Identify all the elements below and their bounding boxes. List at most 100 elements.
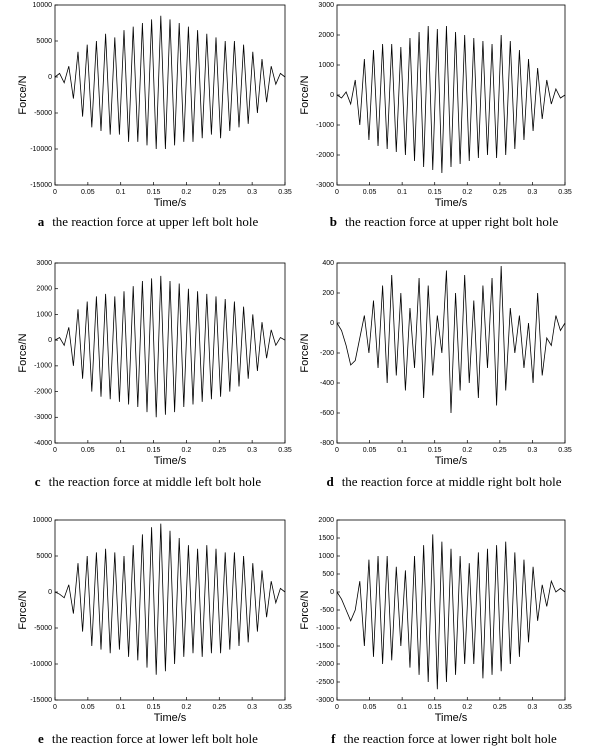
x-tick-label: 0: [335, 447, 339, 454]
x-tick-label: 0.05: [81, 189, 95, 196]
y-tick-label: -3000: [316, 182, 334, 189]
panel-caption: c the reaction force at middle left bolt …: [35, 474, 262, 489]
panel-label: f: [331, 731, 336, 746]
x-tick-label: 0.1: [116, 447, 126, 454]
y-tick-label: -5000: [34, 625, 52, 632]
x-tick-label: 0.25: [493, 189, 507, 196]
y-tick-label: 5000: [36, 553, 52, 560]
x-tick-label: 0.25: [212, 447, 226, 454]
x-tick-label: 0.3: [528, 704, 538, 711]
y-tick-label: 1000: [318, 62, 334, 69]
panel-caption: a the reaction force at upper left bolt h…: [38, 214, 259, 229]
y-axis-label: Force/N: [17, 590, 29, 629]
y-tick-label: -15000: [30, 697, 52, 704]
y-tick-label: -200: [320, 350, 334, 357]
x-tick-label: 0.3: [247, 704, 257, 711]
y-tick-label: 2000: [36, 286, 52, 293]
y-tick-label: -4000: [34, 440, 52, 447]
x-tick-label: 0.05: [363, 704, 377, 711]
x-tick-label: 0: [335, 704, 339, 711]
y-tick-label: 0: [330, 589, 334, 596]
x-tick-label: 0.25: [493, 447, 507, 454]
x-tick-label: 0.2: [462, 447, 472, 454]
y-tick-label: 0: [48, 337, 52, 344]
caption-text: the reaction force at upper right bolt h…: [345, 214, 559, 229]
y-axis-label: Force/N: [299, 75, 311, 114]
y-tick-label: 0: [330, 320, 334, 327]
panel-caption: d the reaction force at middle right bolt…: [326, 474, 561, 489]
x-tick-label: 0: [53, 447, 57, 454]
x-tick-label: 0.3: [247, 189, 257, 196]
signal-line: [54, 523, 286, 675]
x-tick-label: 0.15: [147, 704, 161, 711]
y-tick-label: -5000: [34, 110, 52, 117]
x-tick-label: 0.35: [278, 447, 292, 454]
y-tick-label: 3000: [36, 260, 52, 267]
y-tick-label: 0: [48, 589, 52, 596]
y-tick-label: 10000: [33, 517, 53, 524]
y-axis-label: Force/N: [17, 75, 29, 114]
caption-text: the reaction force at middle left bolt h…: [49, 474, 262, 489]
y-tick-label: 0: [48, 74, 52, 81]
plot-frame: [54, 519, 286, 701]
panel-label: b: [330, 214, 337, 229]
panel-label: c: [35, 474, 41, 489]
x-tick-label: 0: [53, 704, 57, 711]
y-tick-label: -1000: [34, 363, 52, 370]
x-tick-label: 0.35: [558, 447, 572, 454]
y-axis-label: Force/N: [17, 333, 29, 372]
x-tick-label: 0.1: [397, 447, 407, 454]
y-tick-label: 1000: [318, 553, 334, 560]
x-tick-label: 0.15: [428, 189, 442, 196]
y-tick-label: -10000: [30, 661, 52, 668]
y-tick-label: -600: [320, 410, 334, 417]
panel-label: a: [38, 214, 45, 229]
caption-text: the reaction force at lower left bolt ho…: [52, 731, 258, 746]
x-tick-label: 0.3: [528, 189, 538, 196]
x-tick-label: 0.05: [81, 704, 95, 711]
y-tick-label: 3000: [318, 2, 334, 9]
panel-label: e: [38, 731, 44, 746]
x-tick-label: 0.35: [278, 189, 292, 196]
x-tick-label: 0: [335, 189, 339, 196]
y-tick-label: -500: [320, 607, 334, 614]
y-tick-label: -10000: [30, 146, 52, 153]
panel-caption: f the reaction force at lower right bolt …: [331, 731, 557, 746]
plot-frame: [54, 4, 286, 186]
plot-frame: [54, 262, 286, 444]
x-tick-label: 0.2: [182, 704, 192, 711]
y-tick-label: -800: [320, 440, 334, 447]
x-tick-label: 0.1: [397, 704, 407, 711]
y-tick-label: -1000: [316, 122, 334, 129]
x-tick-label: 0.15: [428, 447, 442, 454]
caption-text: the reaction force at upper left bolt ho…: [52, 214, 258, 229]
y-axis-label: Force/N: [299, 590, 311, 629]
x-tick-label: 0.1: [116, 189, 126, 196]
x-tick-label: 0.35: [278, 704, 292, 711]
x-tick-label: 0.2: [462, 189, 472, 196]
y-tick-label: 5000: [36, 38, 52, 45]
x-tick-label: 0.25: [212, 189, 226, 196]
y-tick-label: -3000: [34, 414, 52, 421]
y-tick-label: 500: [322, 571, 334, 578]
y-tick-label: -15000: [30, 182, 52, 189]
y-tick-label: -1000: [316, 625, 334, 632]
x-axis-label: Time/s: [435, 712, 468, 724]
y-tick-label: 2000: [318, 32, 334, 39]
y-tick-label: 1500: [318, 535, 334, 542]
x-tick-label: 0.1: [397, 189, 407, 196]
y-tick-label: -3000: [316, 697, 334, 704]
y-tick-label: 1000: [36, 311, 52, 318]
y-tick-label: 10000: [33, 2, 53, 9]
x-tick-label: 0.2: [182, 189, 192, 196]
panel-caption: e the reaction force at lower left bolt h…: [38, 731, 258, 746]
x-tick-label: 0.25: [212, 704, 226, 711]
x-tick-label: 0.3: [247, 447, 257, 454]
x-tick-label: 0: [53, 189, 57, 196]
signal-line: [54, 275, 286, 418]
caption-text: the reaction force at lower right bolt h…: [344, 731, 558, 746]
y-tick-label: 200: [322, 290, 334, 297]
y-tick-label: -1500: [316, 643, 334, 650]
panel-caption: b the reaction force at upper right bolt …: [330, 214, 559, 229]
